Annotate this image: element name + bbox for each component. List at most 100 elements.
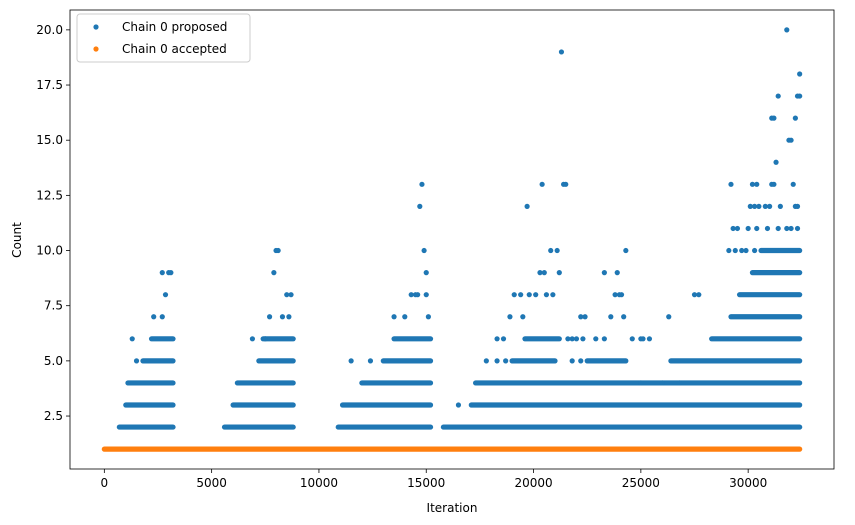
data-point — [524, 203, 530, 209]
data-point — [565, 336, 571, 342]
x-tick-label: 20000 — [514, 476, 552, 490]
legend-marker-accepted — [93, 46, 99, 52]
series-layer — [101, 27, 803, 452]
data-point — [578, 314, 584, 320]
data-point — [483, 358, 489, 364]
data-point — [511, 292, 517, 298]
data-point — [751, 203, 758, 209]
data-point — [249, 336, 256, 342]
data-point — [754, 181, 760, 187]
data-point — [767, 203, 773, 209]
data-point — [640, 336, 646, 342]
data-point — [548, 247, 554, 254]
data-point — [771, 115, 777, 121]
data-point — [696, 292, 702, 298]
data-point — [541, 270, 547, 276]
data-point — [601, 336, 607, 342]
data-point — [507, 314, 513, 320]
data-point — [425, 314, 431, 320]
data-point — [503, 358, 509, 364]
y-tick-label: 7.5 — [44, 299, 63, 313]
data-point — [133, 358, 140, 364]
y-tick-label: 20.0 — [36, 23, 63, 37]
data-point — [794, 225, 801, 232]
data-point — [762, 203, 768, 209]
data-point — [455, 402, 462, 408]
data-point — [288, 292, 294, 298]
data-point — [262, 336, 268, 342]
data-point — [520, 314, 526, 320]
y-axis-label: Count — [10, 222, 24, 258]
y-tick-label: 12.5 — [36, 188, 63, 202]
data-point — [623, 247, 629, 254]
data-point — [788, 225, 794, 232]
y-tick-label: 17.5 — [36, 78, 63, 92]
data-point — [771, 181, 777, 187]
data-point — [417, 203, 423, 209]
data-point — [582, 314, 588, 320]
plot-background — [70, 10, 834, 469]
x-tick-label: 5000 — [196, 476, 227, 490]
data-point — [764, 225, 771, 232]
data-point — [734, 225, 741, 232]
data-point — [554, 247, 560, 254]
data-point — [533, 292, 539, 298]
data-point — [792, 115, 798, 121]
legend-label-accepted: Chain 0 accepted — [122, 42, 227, 56]
data-point — [415, 292, 421, 298]
data-point — [266, 314, 273, 320]
data-point — [739, 247, 745, 254]
data-point — [784, 27, 790, 33]
data-point — [659, 380, 665, 386]
data-point — [129, 336, 135, 342]
data-point — [286, 314, 292, 320]
data-point — [558, 49, 565, 55]
x-axis: 0 5000 10000 15000 20000 25000 30000 — [101, 469, 767, 490]
data-point — [728, 181, 734, 187]
data-point — [732, 247, 738, 254]
data-point — [423, 292, 429, 298]
data-point — [408, 292, 414, 298]
data-point — [500, 336, 507, 342]
data-point — [621, 314, 627, 320]
data-point — [745, 225, 751, 232]
data-point — [419, 181, 425, 187]
data-point — [754, 225, 760, 232]
y-axis: 2.5 5.0 7.5 10.0 12.5 15.0 17.5 20.0 — [36, 23, 70, 423]
x-tick-label: 15000 — [407, 476, 445, 490]
data-point — [646, 336, 653, 342]
x-tick-label: 10000 — [300, 476, 338, 490]
data-point — [518, 292, 524, 298]
y-tick-label: 15.0 — [36, 133, 63, 147]
x-tick-label: 30000 — [729, 476, 767, 490]
y-tick-label: 2.5 — [44, 409, 63, 423]
data-point — [168, 270, 174, 276]
data-point — [614, 270, 620, 276]
data-point — [608, 314, 614, 320]
data-point — [367, 358, 374, 364]
data-point — [159, 270, 165, 276]
data-point — [775, 225, 781, 232]
y-tick-label: 5.0 — [44, 354, 63, 368]
data-point — [348, 358, 354, 364]
data-point — [726, 247, 732, 254]
data-point — [569, 358, 575, 364]
data-point — [391, 314, 397, 320]
data-point — [151, 314, 157, 320]
data-point — [691, 292, 698, 298]
data-point — [494, 336, 500, 342]
x-axis-label: Iteration — [427, 501, 478, 515]
data-point — [573, 336, 580, 342]
data-point — [423, 270, 429, 276]
data-point — [794, 203, 801, 209]
plot-frame — [69, 9, 835, 470]
data-point — [159, 314, 165, 320]
data-point — [601, 270, 607, 276]
data-point — [275, 247, 281, 254]
y-tick-label: 10.0 — [36, 244, 63, 258]
data-point — [797, 71, 803, 77]
data-point — [790, 181, 796, 187]
data-point — [526, 292, 532, 298]
data-point — [629, 336, 635, 342]
data-point — [494, 358, 500, 364]
